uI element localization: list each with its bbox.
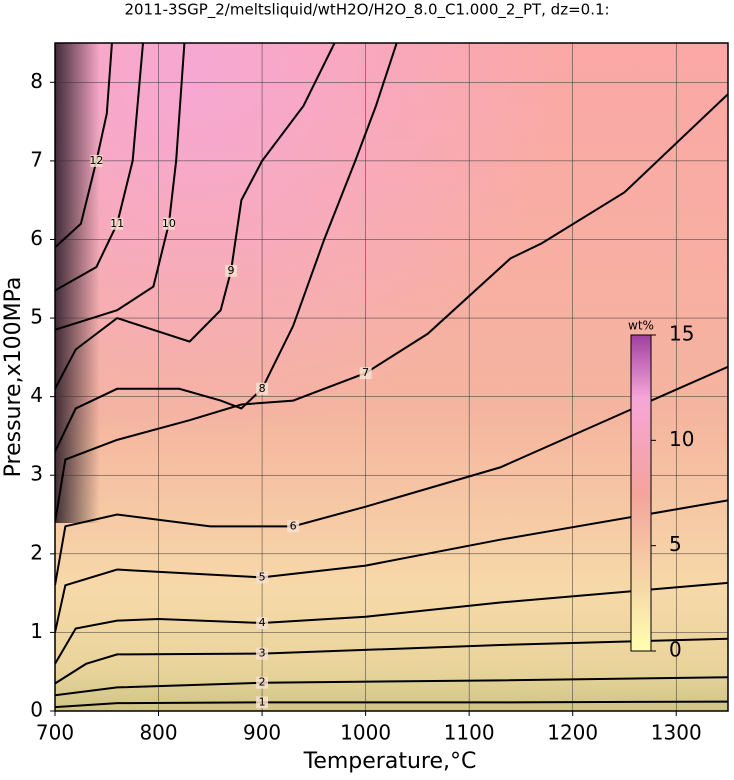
contour-label: 8 — [259, 382, 266, 395]
contour-label-bg — [256, 696, 269, 709]
contour-line — [55, 499, 728, 633]
plot-area — [55, 43, 728, 711]
contour-label: 5 — [259, 570, 266, 583]
x-tick-label: 1200 — [547, 721, 598, 745]
colorbar-tick-label: 15 — [669, 322, 694, 346]
contour-label: 9 — [228, 264, 235, 277]
x-tick-label: 1100 — [444, 721, 495, 745]
x-tick-label: 900 — [243, 721, 281, 745]
x-tick-label: 1300 — [651, 721, 702, 745]
y-tick-label: 8 — [30, 69, 43, 93]
y-tick-label: 1 — [30, 619, 43, 643]
contour-line — [55, 43, 186, 331]
x-tick-label: 1000 — [340, 721, 391, 745]
y-tick-label: 4 — [30, 383, 43, 407]
contour-label: 4 — [259, 616, 266, 629]
y-tick-label: 0 — [30, 698, 43, 722]
background-dark — [55, 43, 100, 523]
contour-line — [55, 43, 336, 390]
contour-label-bg — [162, 217, 175, 230]
contour-label-bg — [287, 520, 300, 533]
x-axis-label: Temperature,°C — [303, 749, 477, 774]
colorbar — [630, 334, 652, 652]
colorbar-tick-label: 0 — [669, 638, 682, 662]
contour-label: 6 — [290, 519, 297, 532]
contour-label: 11 — [110, 217, 124, 230]
contour-line — [55, 43, 398, 453]
contour-label: 10 — [162, 217, 176, 230]
contour-line — [55, 581, 728, 665]
contour-line — [55, 93, 728, 523]
y-tick-label: 6 — [30, 226, 43, 250]
colorbar-tick-label: 5 — [669, 532, 682, 556]
y-tick-label: 5 — [30, 305, 43, 329]
contour-label: 7 — [362, 366, 369, 379]
contour-label: 12 — [89, 154, 103, 167]
colorbar-label: wt% — [628, 319, 654, 333]
contour-label-bg — [90, 154, 103, 167]
contour-label-bg — [111, 217, 124, 230]
y-axis-label: Pressure,x100MPa — [1, 277, 26, 478]
y-tick-label: 7 — [30, 147, 43, 171]
contour-label-bg — [256, 571, 269, 584]
contour-label-bg — [256, 616, 269, 629]
frame — [54, 42, 729, 712]
x-tick-label: 700 — [36, 721, 74, 745]
contour-label-bg — [256, 382, 269, 395]
x-tick-label: 800 — [139, 721, 177, 745]
contour-line — [55, 637, 728, 685]
contour-label-bg — [256, 676, 269, 689]
contour-label-bg — [225, 264, 238, 277]
background-tint — [55, 43, 728, 711]
contour-label: 2 — [259, 676, 266, 689]
chart-title: 2011-3SGP_2/meltsliquid/wtH2O/H2O_8.0_C1… — [124, 1, 609, 20]
contour-label-bg — [359, 367, 372, 380]
contour-label: 1 — [259, 695, 266, 708]
y-tick-label: 2 — [30, 540, 43, 564]
contour-label-bg — [256, 647, 269, 660]
contour-label: 3 — [259, 647, 266, 660]
y-tick-label: 3 — [30, 462, 43, 486]
colorbar-tick-label: 10 — [669, 427, 694, 451]
